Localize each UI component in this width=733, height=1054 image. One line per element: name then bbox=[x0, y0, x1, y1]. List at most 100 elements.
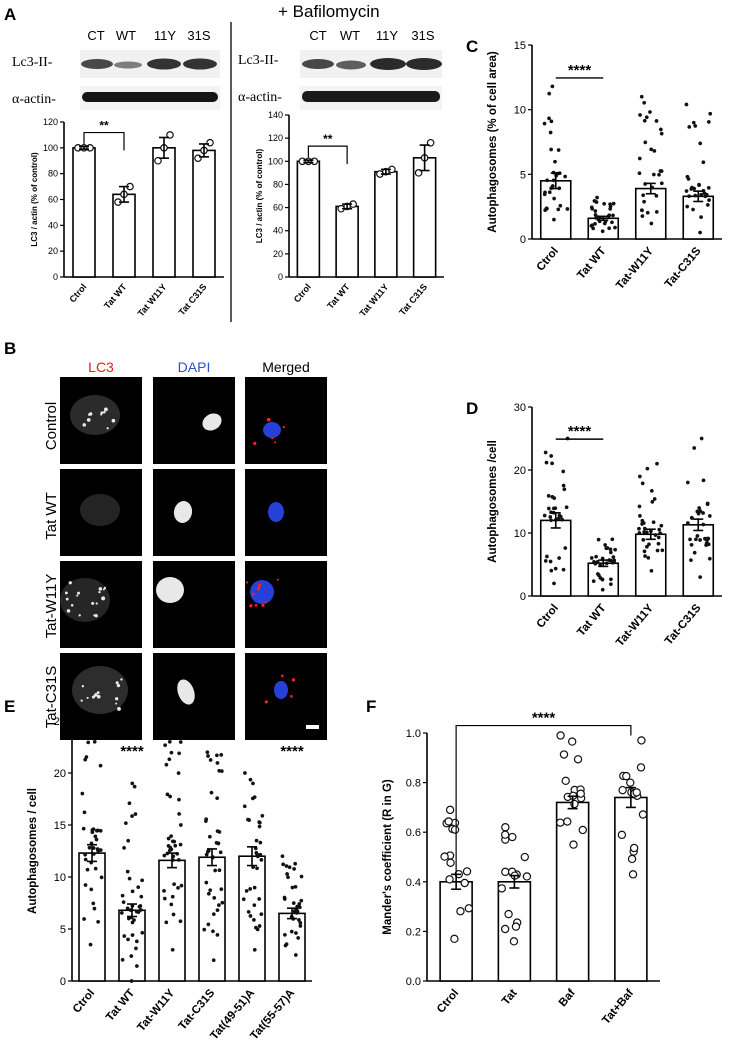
data-point bbox=[640, 481, 645, 486]
lc3-puncta bbox=[70, 603, 74, 607]
data-point bbox=[699, 192, 704, 197]
data-point bbox=[255, 866, 259, 871]
data-point bbox=[549, 518, 553, 523]
data-point bbox=[170, 894, 175, 899]
blot-band bbox=[147, 58, 181, 70]
micrograph-panel bbox=[245, 469, 327, 556]
data-point bbox=[595, 560, 600, 564]
y-tick-label: 0 bbox=[60, 976, 66, 988]
data-point bbox=[500, 830, 510, 839]
data-point bbox=[595, 572, 600, 576]
row-label-tat-c31s: Tat-C31S bbox=[43, 666, 60, 729]
data-point bbox=[548, 515, 553, 519]
data-point bbox=[546, 506, 551, 511]
data-point bbox=[563, 174, 568, 179]
data-point bbox=[596, 537, 601, 542]
nucleus-merged bbox=[250, 580, 274, 604]
data-point bbox=[286, 875, 290, 880]
data-point bbox=[136, 885, 141, 890]
cell-body bbox=[80, 494, 120, 526]
panel-label-c: C bbox=[466, 37, 478, 56]
y-axis-label: Autophagosomes (% of cell area) bbox=[487, 51, 499, 233]
data-point bbox=[296, 936, 301, 940]
lc3-puncta bbox=[116, 683, 121, 688]
data-point bbox=[252, 903, 257, 908]
data-point bbox=[204, 880, 209, 885]
lc3-puncta bbox=[102, 588, 105, 591]
data-point bbox=[690, 185, 694, 190]
data-point bbox=[550, 184, 555, 188]
x-tick-label: Ctrol bbox=[435, 987, 461, 1015]
significance-label: **** bbox=[120, 743, 144, 760]
data-point bbox=[685, 174, 690, 179]
data-point bbox=[637, 531, 642, 535]
data-point bbox=[450, 825, 460, 834]
data-point bbox=[257, 824, 262, 829]
data-point bbox=[688, 537, 692, 542]
data-point bbox=[549, 454, 554, 458]
bar bbox=[439, 880, 473, 982]
data-point bbox=[549, 119, 554, 124]
data-point bbox=[92, 906, 97, 911]
data-point bbox=[637, 526, 641, 531]
data-point bbox=[617, 830, 627, 840]
data-point bbox=[652, 148, 657, 153]
data-point bbox=[611, 555, 616, 559]
data-point bbox=[259, 912, 264, 917]
y-tick-label: 20 bbox=[54, 768, 66, 780]
row-label-control: Control bbox=[43, 402, 60, 450]
data-point bbox=[651, 520, 656, 525]
data-point bbox=[257, 897, 262, 901]
lc3-puncta-merged bbox=[276, 578, 279, 581]
data-point bbox=[640, 518, 645, 523]
data-point bbox=[689, 542, 694, 547]
data-point bbox=[699, 436, 704, 441]
data-point bbox=[644, 544, 649, 549]
data-point bbox=[563, 546, 568, 550]
data-point bbox=[637, 156, 642, 161]
y-axis-label: Autophagosomes / cell bbox=[27, 788, 39, 914]
data-point bbox=[133, 812, 138, 817]
lane-label: WT bbox=[116, 28, 136, 43]
data-point bbox=[445, 805, 455, 815]
data-point bbox=[440, 852, 449, 861]
data-point bbox=[295, 909, 300, 914]
blot-band bbox=[302, 59, 334, 69]
data-point bbox=[520, 852, 529, 862]
data-point bbox=[444, 817, 453, 826]
y-tick-label: 60 bbox=[48, 195, 58, 205]
data-point bbox=[548, 559, 553, 564]
data-point bbox=[140, 930, 145, 935]
data-point bbox=[90, 830, 95, 835]
significance-label: **** bbox=[280, 743, 304, 760]
data-point bbox=[243, 771, 247, 775]
data-point bbox=[139, 894, 144, 899]
micrograph-panel bbox=[153, 469, 235, 556]
data-point bbox=[126, 937, 130, 942]
data-point bbox=[129, 979, 134, 983]
panel-label-d: D bbox=[466, 399, 478, 418]
x-tick-label: Tat W11Y bbox=[357, 282, 390, 319]
lane-label: CT bbox=[309, 28, 326, 43]
data-point bbox=[691, 207, 695, 212]
data-point bbox=[550, 494, 555, 499]
data-point bbox=[167, 757, 172, 762]
data-point bbox=[642, 100, 647, 105]
data-point bbox=[598, 576, 603, 580]
data-point bbox=[259, 857, 264, 862]
y-axis-label: LC3 / actin (% of control) bbox=[255, 149, 264, 244]
data-point bbox=[650, 499, 655, 504]
data-point bbox=[687, 125, 692, 129]
data-point bbox=[446, 858, 455, 868]
data-point bbox=[293, 861, 298, 866]
row-label-tat-wt: Tat WT bbox=[43, 492, 60, 540]
data-point bbox=[610, 220, 614, 225]
y-axis-label: Mander's coefficient (R in G) bbox=[382, 779, 394, 935]
data-point bbox=[206, 138, 214, 147]
data-point bbox=[647, 542, 651, 547]
chart-a-left: 0 20 40 60 80 100 120 LC3 / actin (% of control… bbox=[30, 117, 224, 318]
blot-band bbox=[82, 92, 218, 102]
data-point bbox=[704, 540, 709, 545]
data-point bbox=[127, 801, 132, 806]
data-point bbox=[611, 201, 616, 206]
